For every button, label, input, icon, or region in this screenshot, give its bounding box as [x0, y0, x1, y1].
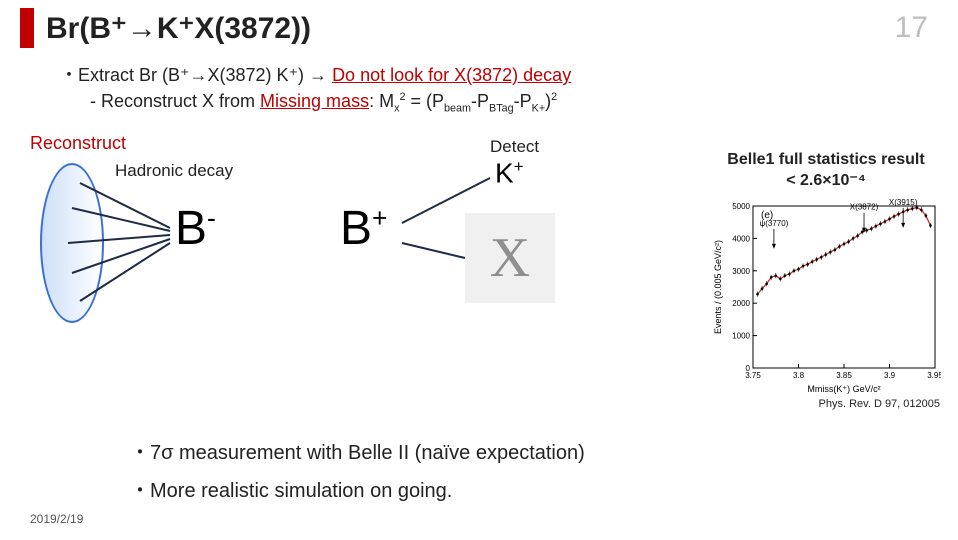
- bullet-2: - Reconstruct X from Missing mass: Mx2 =…: [60, 88, 918, 117]
- right-panel: Belle1 full statistics result < 2.6×10⁻⁴…: [706, 150, 946, 410]
- belle1-result-heading: Belle1 full statistics result < 2.6×10⁻⁴: [706, 150, 946, 192]
- hadronic-label: Hadronic decay: [115, 161, 233, 181]
- bullet-2-red: Missing mass: [260, 91, 369, 111]
- svg-text:3000: 3000: [732, 266, 750, 275]
- bottom-bullet-1: ・7σ measurement with Belle II (naïve exp…: [130, 434, 585, 472]
- b-plus: B+: [340, 201, 387, 256]
- footer-date: 2019/2/19: [30, 512, 83, 526]
- x-particle: X: [490, 226, 530, 290]
- page-number: 17: [895, 11, 928, 45]
- b-minus: B-: [175, 201, 216, 256]
- svg-text:3.75: 3.75: [745, 371, 761, 380]
- citation: Phys. Rev. D 97, 012005: [706, 398, 946, 410]
- svg-text:X(3872): X(3872): [850, 202, 879, 211]
- decay-diagram: Reconstruct Detect Hadronic decay B- B+ …: [20, 123, 720, 343]
- detect-label: Detect: [490, 137, 539, 157]
- svg-text:4000: 4000: [732, 234, 750, 243]
- svg-text:Events / (0.005 GeV/c²): Events / (0.005 GeV/c²): [713, 240, 723, 334]
- svg-text:ψ(3770): ψ(3770): [760, 219, 789, 228]
- bullet-2-formula: : Mx2 = (Pbeam-PBTag-PK+)2: [369, 91, 557, 111]
- bullet-1: ・Extract Br (B⁺→X(3872) K⁺) → Do not loo…: [60, 62, 918, 88]
- bottom-bullets: ・7σ measurement with Belle II (naïve exp…: [130, 434, 585, 510]
- title-bar: Br(B⁺→K⁺X(3872)) 17: [0, 0, 958, 56]
- svg-text:2000: 2000: [732, 299, 750, 308]
- belle1-line1: Belle1 full statistics result: [727, 151, 924, 168]
- svg-text:X(3915): X(3915): [889, 197, 918, 206]
- collision-ellipse: [40, 163, 104, 323]
- bottom-bullet-2: ・More realistic simulation on going.: [130, 472, 585, 510]
- belle1-line2: < 2.6×10⁻⁴: [786, 172, 866, 189]
- k-plus: K+: [495, 157, 524, 189]
- svg-text:3.8: 3.8: [793, 371, 805, 380]
- svg-text:5000: 5000: [732, 202, 750, 211]
- svg-text:3.85: 3.85: [836, 371, 852, 380]
- svg-text:1000: 1000: [732, 331, 750, 340]
- svg-text:3.9: 3.9: [884, 371, 896, 380]
- reconstruct-label: Reconstruct: [30, 133, 126, 154]
- bullet-2-prefix: - Reconstruct X from: [90, 91, 260, 111]
- missing-mass-chart: 0100020003000400050003.753.83.853.93.95E…: [711, 196, 941, 396]
- svg-text:3.95: 3.95: [927, 371, 941, 380]
- bullet-1-red: Do not look for X(3872) decay: [332, 65, 571, 85]
- title-marker: [20, 8, 34, 48]
- bullet-1-prefix: ・Extract Br (B⁺→X(3872) K⁺) →: [60, 65, 332, 85]
- x-box: X: [465, 213, 555, 303]
- svg-text:Mmiss(K⁺) GeV/c²: Mmiss(K⁺) GeV/c²: [807, 384, 880, 394]
- top-bullets: ・Extract Br (B⁺→X(3872) K⁺) → Do not loo…: [0, 56, 958, 117]
- slide-title: Br(B⁺→K⁺X(3872)): [46, 11, 895, 46]
